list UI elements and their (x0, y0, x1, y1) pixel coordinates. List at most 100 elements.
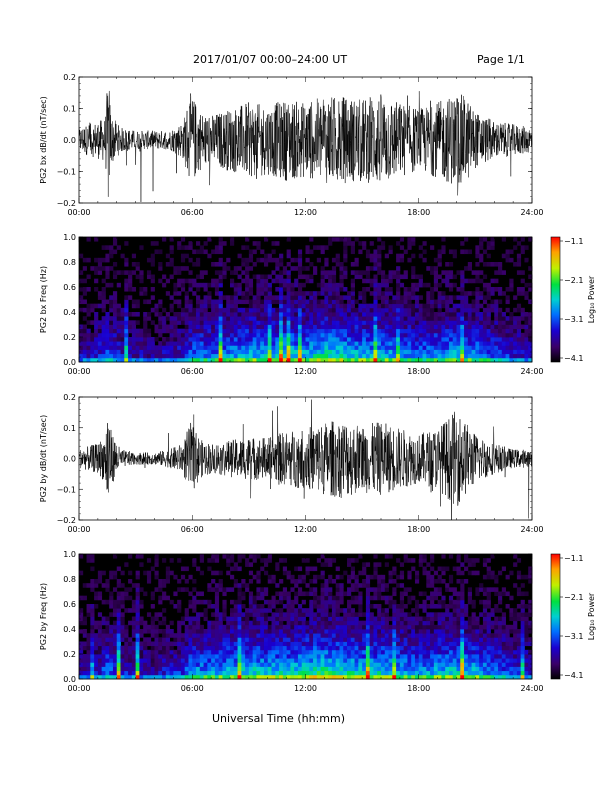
spectrogram-cell (154, 570, 159, 576)
spectrogram-cell (263, 612, 269, 617)
spectrogram-cell (324, 599, 329, 605)
spectrogram-cell (528, 332, 533, 338)
spectrogram-cell (203, 349, 208, 355)
spectrogram-cell (339, 599, 344, 605)
spectrogram-cell (297, 654, 303, 659)
spectrogram-cell (486, 324, 491, 330)
spectrogram-cell (339, 674, 344, 680)
spectrogram-cell (448, 604, 454, 609)
spectrogram-cell (309, 299, 314, 305)
spectrogram-cell (388, 245, 393, 250)
spectrogram-cell (233, 266, 238, 271)
spectrogram-cell (418, 629, 423, 634)
spectrogram-cell (230, 608, 235, 613)
spectrogram-cell (86, 320, 91, 325)
spectrogram-cell (396, 574, 401, 580)
spectrogram-cell (426, 629, 431, 634)
spectrogram-cell (414, 662, 420, 667)
spectrogram-cell (392, 654, 397, 659)
spectrogram-cell (199, 554, 204, 559)
spectrogram-cell (316, 341, 321, 346)
spectrogram-cell (445, 341, 450, 346)
spectrogram-cell (452, 641, 457, 647)
spectrogram-cell (430, 595, 435, 601)
spectrogram-cell (218, 353, 223, 359)
spectrogram-cell (411, 595, 416, 601)
spectrogram-cell (263, 620, 269, 626)
spectrogram-cell (384, 253, 389, 259)
spectrogram-cell (199, 341, 204, 346)
spectrogram-cell (192, 357, 197, 363)
spectrogram-cell (267, 616, 272, 622)
spectrogram-cell (437, 612, 442, 617)
spectrogram-cell (109, 633, 114, 638)
spectrogram-cell (448, 666, 454, 672)
spectrogram-cell (143, 649, 148, 655)
spectrogram-cell (328, 604, 333, 609)
spectrogram-cell (448, 316, 454, 321)
spectrogram-cell (248, 620, 254, 626)
spectrogram-cell (335, 341, 340, 346)
spectrogram-cell (248, 353, 254, 359)
spectrogram-cell (233, 604, 238, 609)
spectrogram-cell (437, 604, 442, 609)
spectrogram-cell (192, 345, 197, 350)
spectrogram-cell (392, 299, 397, 305)
spectrogram-cell (441, 249, 446, 255)
spectrogram-cell (316, 245, 321, 250)
spectrogram-cell (294, 345, 299, 350)
spectrogram-cell (271, 616, 276, 622)
spectrogram-cell (498, 345, 503, 350)
spectrogram-cell (241, 357, 246, 363)
spectrogram-cell (305, 332, 310, 338)
spectrogram-cell (430, 654, 435, 659)
spectrogram-cell (384, 278, 389, 284)
spectrogram-cell (486, 253, 491, 259)
spectrogram-cell (116, 645, 121, 651)
spectrogram-cell (101, 674, 106, 680)
spectrogram-cell (135, 587, 140, 592)
spectrogram-cell (324, 612, 329, 617)
spectrogram-cell (297, 303, 303, 309)
spectrogram-cell (271, 641, 276, 647)
spectrogram-cell (448, 345, 454, 350)
spectrogram-cell (426, 320, 431, 325)
spectrogram-cell (403, 324, 408, 330)
spectrogram-cell (263, 353, 269, 359)
spectrogram-cell (256, 554, 261, 559)
spectrogram-cell (411, 341, 416, 346)
spectrogram-cell (441, 633, 446, 638)
spectrogram-cell (286, 599, 291, 605)
spectrogram-cell (196, 637, 201, 642)
spectrogram-cell (313, 629, 318, 634)
spectrogram-cell (422, 570, 427, 576)
spectrogram-cell (233, 583, 238, 588)
spectrogram-cell (426, 312, 431, 317)
spectrogram-cell (169, 654, 174, 659)
spectrogram-cell (169, 337, 174, 342)
spectrogram-cell (112, 620, 118, 626)
spectrogram-cell (188, 282, 193, 288)
spectrogram-cell (486, 295, 491, 300)
spectrogram-cell (150, 674, 155, 680)
spectrogram-cell (392, 641, 397, 647)
spectrogram-cell (305, 558, 310, 563)
spectrogram-cell (120, 320, 125, 325)
spectrogram-cell (328, 303, 333, 309)
spectrogram-cell (241, 324, 246, 330)
spectrogram-cell (199, 320, 204, 325)
spectrogram-cell (324, 312, 329, 317)
spectrogram-cell (309, 237, 314, 242)
spectrogram-cell (150, 278, 155, 284)
spectrogram-cell (316, 282, 321, 288)
spectrogram-cell (445, 633, 450, 638)
spectrogram-cell (222, 612, 227, 617)
spectrogram-cell (245, 312, 250, 317)
spectrogram-cell (237, 558, 242, 563)
spectrogram-cell (214, 303, 220, 309)
spectrogram-cell (482, 312, 488, 317)
spectrogram-cell (116, 341, 121, 346)
spectrogram-cell (373, 345, 378, 350)
spectrogram-cell (422, 662, 427, 667)
spectrogram-cell (467, 332, 472, 338)
